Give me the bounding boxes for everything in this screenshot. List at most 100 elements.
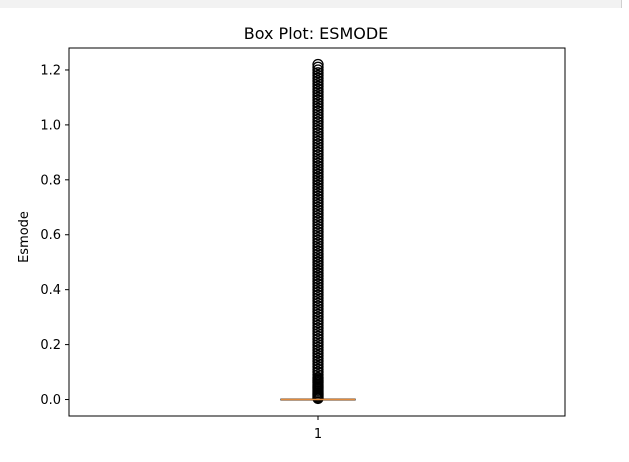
outlier-point xyxy=(312,289,324,301)
outlier-point xyxy=(312,363,324,375)
outlier-point xyxy=(312,215,324,227)
outlier-point xyxy=(312,220,324,233)
outlier-point xyxy=(312,226,324,238)
y-tick-label: 1.0 xyxy=(40,118,61,133)
outlier-point xyxy=(312,231,324,244)
outlier-point xyxy=(312,198,324,211)
outlier-point xyxy=(312,58,324,71)
y-tick-label: 0.2 xyxy=(40,338,61,353)
outlier-point xyxy=(312,366,324,378)
outlier-point xyxy=(312,138,324,150)
outlier-point xyxy=(312,185,324,197)
outlier-point xyxy=(312,108,324,120)
outlier-point xyxy=(312,89,324,101)
outlier-point xyxy=(312,163,324,175)
outlier-point xyxy=(312,165,324,178)
outlier-point xyxy=(312,278,324,290)
outlier-point xyxy=(312,61,324,73)
outlier-point xyxy=(312,75,324,87)
y-tick-label: 1.2 xyxy=(40,63,61,78)
outlier-point xyxy=(312,97,324,109)
outlier-point xyxy=(312,72,324,84)
outlier-point xyxy=(312,176,324,189)
outlier-point xyxy=(312,242,324,255)
outlier-point xyxy=(312,286,324,299)
outlier-point xyxy=(312,141,324,153)
outlier-point xyxy=(312,207,324,219)
outlier-point xyxy=(312,273,324,285)
outlier-point xyxy=(312,105,324,117)
outlier-point xyxy=(312,212,324,224)
outlier-point xyxy=(312,275,324,288)
outlier-point xyxy=(312,132,324,145)
y-axis-ticks: 0.0 0.2 0.4 0.6 0.8 1.0 1.2 xyxy=(40,63,69,408)
outlier-point xyxy=(312,69,324,82)
y-tick-label: 0.6 xyxy=(40,228,61,243)
y-tick-label: 0.4 xyxy=(40,283,61,298)
outlier-point xyxy=(312,319,324,332)
outlier-point xyxy=(312,347,324,359)
outlier-point xyxy=(312,267,324,279)
outlier-point xyxy=(312,336,324,348)
outlier-point xyxy=(312,322,324,334)
outlier-point xyxy=(312,152,324,164)
outlier-point xyxy=(312,91,324,104)
outlier-point xyxy=(312,369,324,381)
outlier-point xyxy=(312,218,324,230)
outlier-point xyxy=(312,314,324,326)
x-axis-ticks: 1 xyxy=(314,416,322,442)
outlier-point xyxy=(312,179,324,191)
outlier-point xyxy=(312,154,324,167)
outlier-point xyxy=(312,182,324,194)
outlier-point xyxy=(312,237,324,249)
outlier-point xyxy=(312,352,324,364)
outlier-point xyxy=(312,229,324,241)
outlier-point xyxy=(312,311,324,323)
outlier-point xyxy=(312,102,324,115)
outlier-point xyxy=(312,297,324,310)
outlier-point xyxy=(312,295,324,307)
outlier-point xyxy=(312,78,324,90)
outlier-point xyxy=(312,160,324,172)
chart-title: Box Plot: ESMODE xyxy=(244,24,389,43)
outlier-point xyxy=(312,316,324,329)
outlier-point xyxy=(312,256,324,268)
outlier-point xyxy=(312,121,324,134)
outlier-point xyxy=(312,127,324,139)
outlier-point xyxy=(312,190,324,202)
outlier-point xyxy=(312,196,324,208)
outlier-point xyxy=(312,171,324,183)
outlier-point xyxy=(312,116,324,128)
y-axis-label: Esmode xyxy=(17,211,32,263)
outlier-point xyxy=(312,94,324,106)
outlier-point xyxy=(312,130,324,142)
outlier-point xyxy=(312,355,324,367)
outlier-point xyxy=(312,157,324,169)
outlier-point xyxy=(312,262,324,274)
outlier-point xyxy=(312,146,324,159)
outlier-point xyxy=(312,300,324,312)
outlier-point xyxy=(312,187,324,200)
outlier-point xyxy=(312,253,324,266)
plot-area-frame xyxy=(68,47,566,417)
outlier-point xyxy=(312,270,324,282)
outlier-points xyxy=(312,58,324,405)
outlier-point xyxy=(312,86,324,98)
outlier-point xyxy=(312,143,324,156)
outlier-point xyxy=(312,333,324,345)
outlier-point xyxy=(312,124,324,137)
outlier-point xyxy=(312,135,324,148)
outlier-point xyxy=(312,193,324,205)
outlier-point xyxy=(312,245,324,257)
outlier-point xyxy=(312,201,324,213)
outlier-point xyxy=(312,209,324,222)
outlier-point xyxy=(312,149,324,161)
outlier-point xyxy=(312,358,324,370)
outlier-point xyxy=(312,251,324,263)
y-tick-label: 0.0 xyxy=(40,393,61,408)
outlier-point xyxy=(312,308,324,321)
outlier-point xyxy=(312,360,324,373)
outlier-point xyxy=(312,248,324,260)
outlier-point xyxy=(312,204,324,216)
